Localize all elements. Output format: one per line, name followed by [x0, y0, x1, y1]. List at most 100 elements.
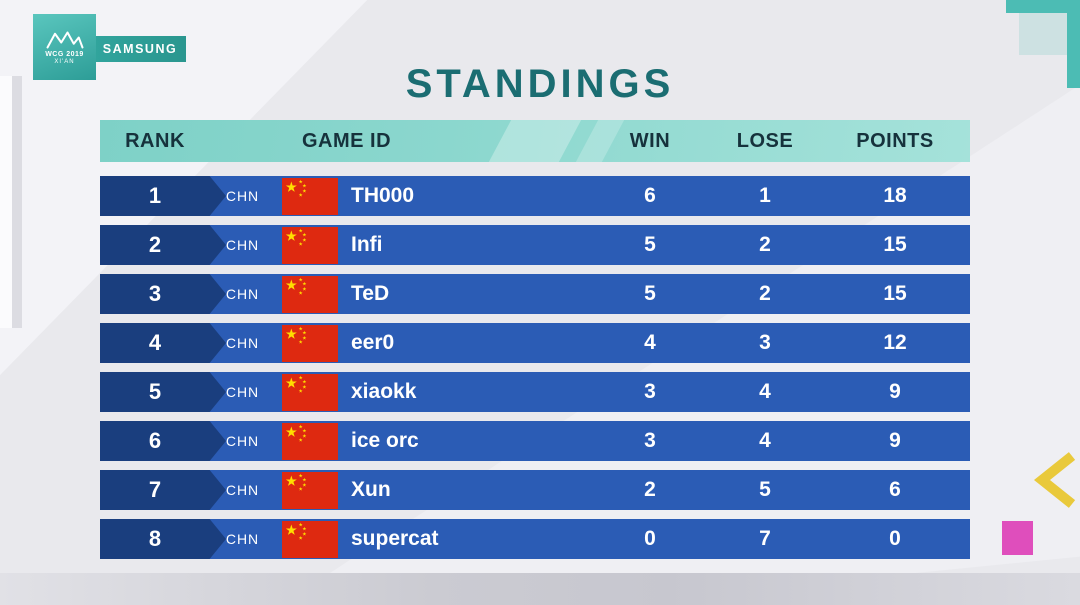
- lose-value: 4: [759, 380, 771, 403]
- rank-number: 8: [148, 526, 162, 551]
- rank-number: 3: [148, 281, 162, 306]
- table-row: 8 CHN supercat 0 7 0: [100, 519, 970, 559]
- decor-magenta-square: [1002, 521, 1033, 555]
- china-flag-icon: [275, 226, 345, 264]
- header-rank: RANK: [125, 129, 185, 152]
- table-row: 6 CHN ice orc 3 4 9: [100, 421, 970, 461]
- page-title: STANDINGS: [405, 62, 675, 106]
- header-game-id: GAME ID: [302, 129, 392, 152]
- china-flag-icon: [275, 373, 345, 411]
- china-flag: [282, 177, 338, 215]
- rank-badge: 8: [100, 519, 226, 559]
- points-value: 15: [883, 282, 907, 305]
- china-flag: [282, 422, 338, 460]
- rank-badge: 5: [100, 372, 226, 412]
- points-value: 9: [889, 380, 901, 403]
- china-flag-icon: [275, 520, 345, 558]
- player-name: xiaokk: [351, 380, 417, 403]
- country-code: CHN: [225, 188, 260, 204]
- lose-value: 5: [759, 478, 771, 501]
- table-row: 5 CHN xiaokk 3 4 9: [100, 372, 970, 412]
- win-value: 5: [644, 233, 656, 256]
- samsung-logo: SAMSUNG: [94, 36, 186, 62]
- china-flag-icon: [275, 177, 345, 215]
- rank-badge: 7: [100, 470, 226, 510]
- points-value: 12: [883, 331, 907, 354]
- lose-value: 2: [759, 282, 771, 305]
- player-name: TH000: [351, 184, 415, 207]
- points-value: 15: [883, 233, 907, 256]
- samsung-label: SAMSUNG: [102, 42, 178, 56]
- rank-badge: 1: [100, 176, 226, 216]
- rank-number: 4: [148, 330, 162, 355]
- country-code: CHN: [225, 237, 260, 253]
- player-name: Xun: [351, 478, 391, 501]
- decor-teal-corner-side: [1067, 0, 1080, 88]
- wcg-logo-text: WCG 2019: [45, 50, 84, 58]
- win-value: 5: [644, 282, 656, 305]
- rank-badge: 4: [100, 323, 226, 363]
- country-code: CHN: [225, 286, 260, 302]
- table-header: RANK GAME ID WIN LOSE POINTS: [100, 120, 970, 162]
- points-value: 18: [883, 184, 907, 207]
- china-flag: [282, 324, 338, 362]
- rank-badge: 3: [100, 274, 226, 314]
- decor-bottom-bar: [0, 573, 1080, 605]
- lose-value: 4: [759, 429, 771, 452]
- china-flag-icon: [275, 471, 345, 509]
- standings-table: RANK GAME ID WIN LOSE POINTS 1 CHN TH000…: [100, 120, 970, 559]
- rank-number: 2: [148, 232, 162, 257]
- rank-number: 1: [148, 183, 162, 208]
- lose-value: 2: [759, 233, 771, 256]
- win-value: 4: [644, 331, 656, 354]
- player-name: Infi: [351, 233, 383, 256]
- table-row: 1 CHN TH000 6 1 18: [100, 176, 970, 216]
- china-flag: [282, 226, 338, 264]
- win-value: 2: [644, 478, 656, 501]
- header-win: WIN: [629, 129, 671, 152]
- player-name: supercat: [351, 527, 439, 550]
- china-flag: [282, 520, 338, 558]
- player-name: eer0: [351, 331, 395, 354]
- points-value: 9: [889, 429, 901, 452]
- china-flag: [282, 373, 338, 411]
- rank-number: 5: [148, 379, 162, 404]
- china-flag: [282, 471, 338, 509]
- china-flag: [282, 275, 338, 313]
- wcg-mountains-icon: [46, 31, 83, 48]
- rank-badge: 6: [100, 421, 226, 461]
- china-flag-icon: [275, 324, 345, 362]
- china-flag-icon: [275, 422, 345, 460]
- decor-teal-corner-top: [1006, 0, 1080, 13]
- points-value: 0: [889, 527, 901, 550]
- table-row: 7 CHN Xun 2 5 6: [100, 470, 970, 510]
- standings-rows: 1 CHN TH000 6 1 18 2 CHN: [100, 176, 970, 559]
- decor-teal-ghost-square: [1019, 13, 1067, 55]
- header-lose: LOSE: [736, 129, 794, 152]
- lose-value: 1: [759, 184, 771, 207]
- win-value: 6: [644, 184, 656, 207]
- wcg-logo: WCG 2019 XI'AN: [33, 14, 96, 80]
- country-code: CHN: [225, 433, 260, 449]
- country-code: CHN: [225, 482, 260, 498]
- win-value: 0: [644, 527, 656, 550]
- player-name: ice orc: [351, 429, 419, 452]
- header-points: POINTS: [856, 129, 934, 152]
- player-name: TeD: [351, 282, 390, 305]
- country-code: CHN: [225, 335, 260, 351]
- win-value: 3: [644, 380, 656, 403]
- country-code: CHN: [225, 384, 260, 400]
- wcg-logo-subtext: XI'AN: [54, 58, 75, 65]
- table-row: 3 CHN TeD 5 2 15: [100, 274, 970, 314]
- country-code: CHN: [225, 531, 260, 547]
- lose-value: 3: [759, 331, 771, 354]
- table-row: 4 CHN eer0 4 3 12: [100, 323, 970, 363]
- decor-left-bar-white: [0, 76, 12, 328]
- decor-left-bar-gray: [12, 76, 22, 328]
- rank-number: 6: [148, 428, 162, 453]
- rank-badge: 2: [100, 225, 226, 265]
- china-flag-icon: [275, 275, 345, 313]
- table-row: 2 CHN Infi 5 2 15: [100, 225, 970, 265]
- rank-number: 7: [148, 477, 162, 502]
